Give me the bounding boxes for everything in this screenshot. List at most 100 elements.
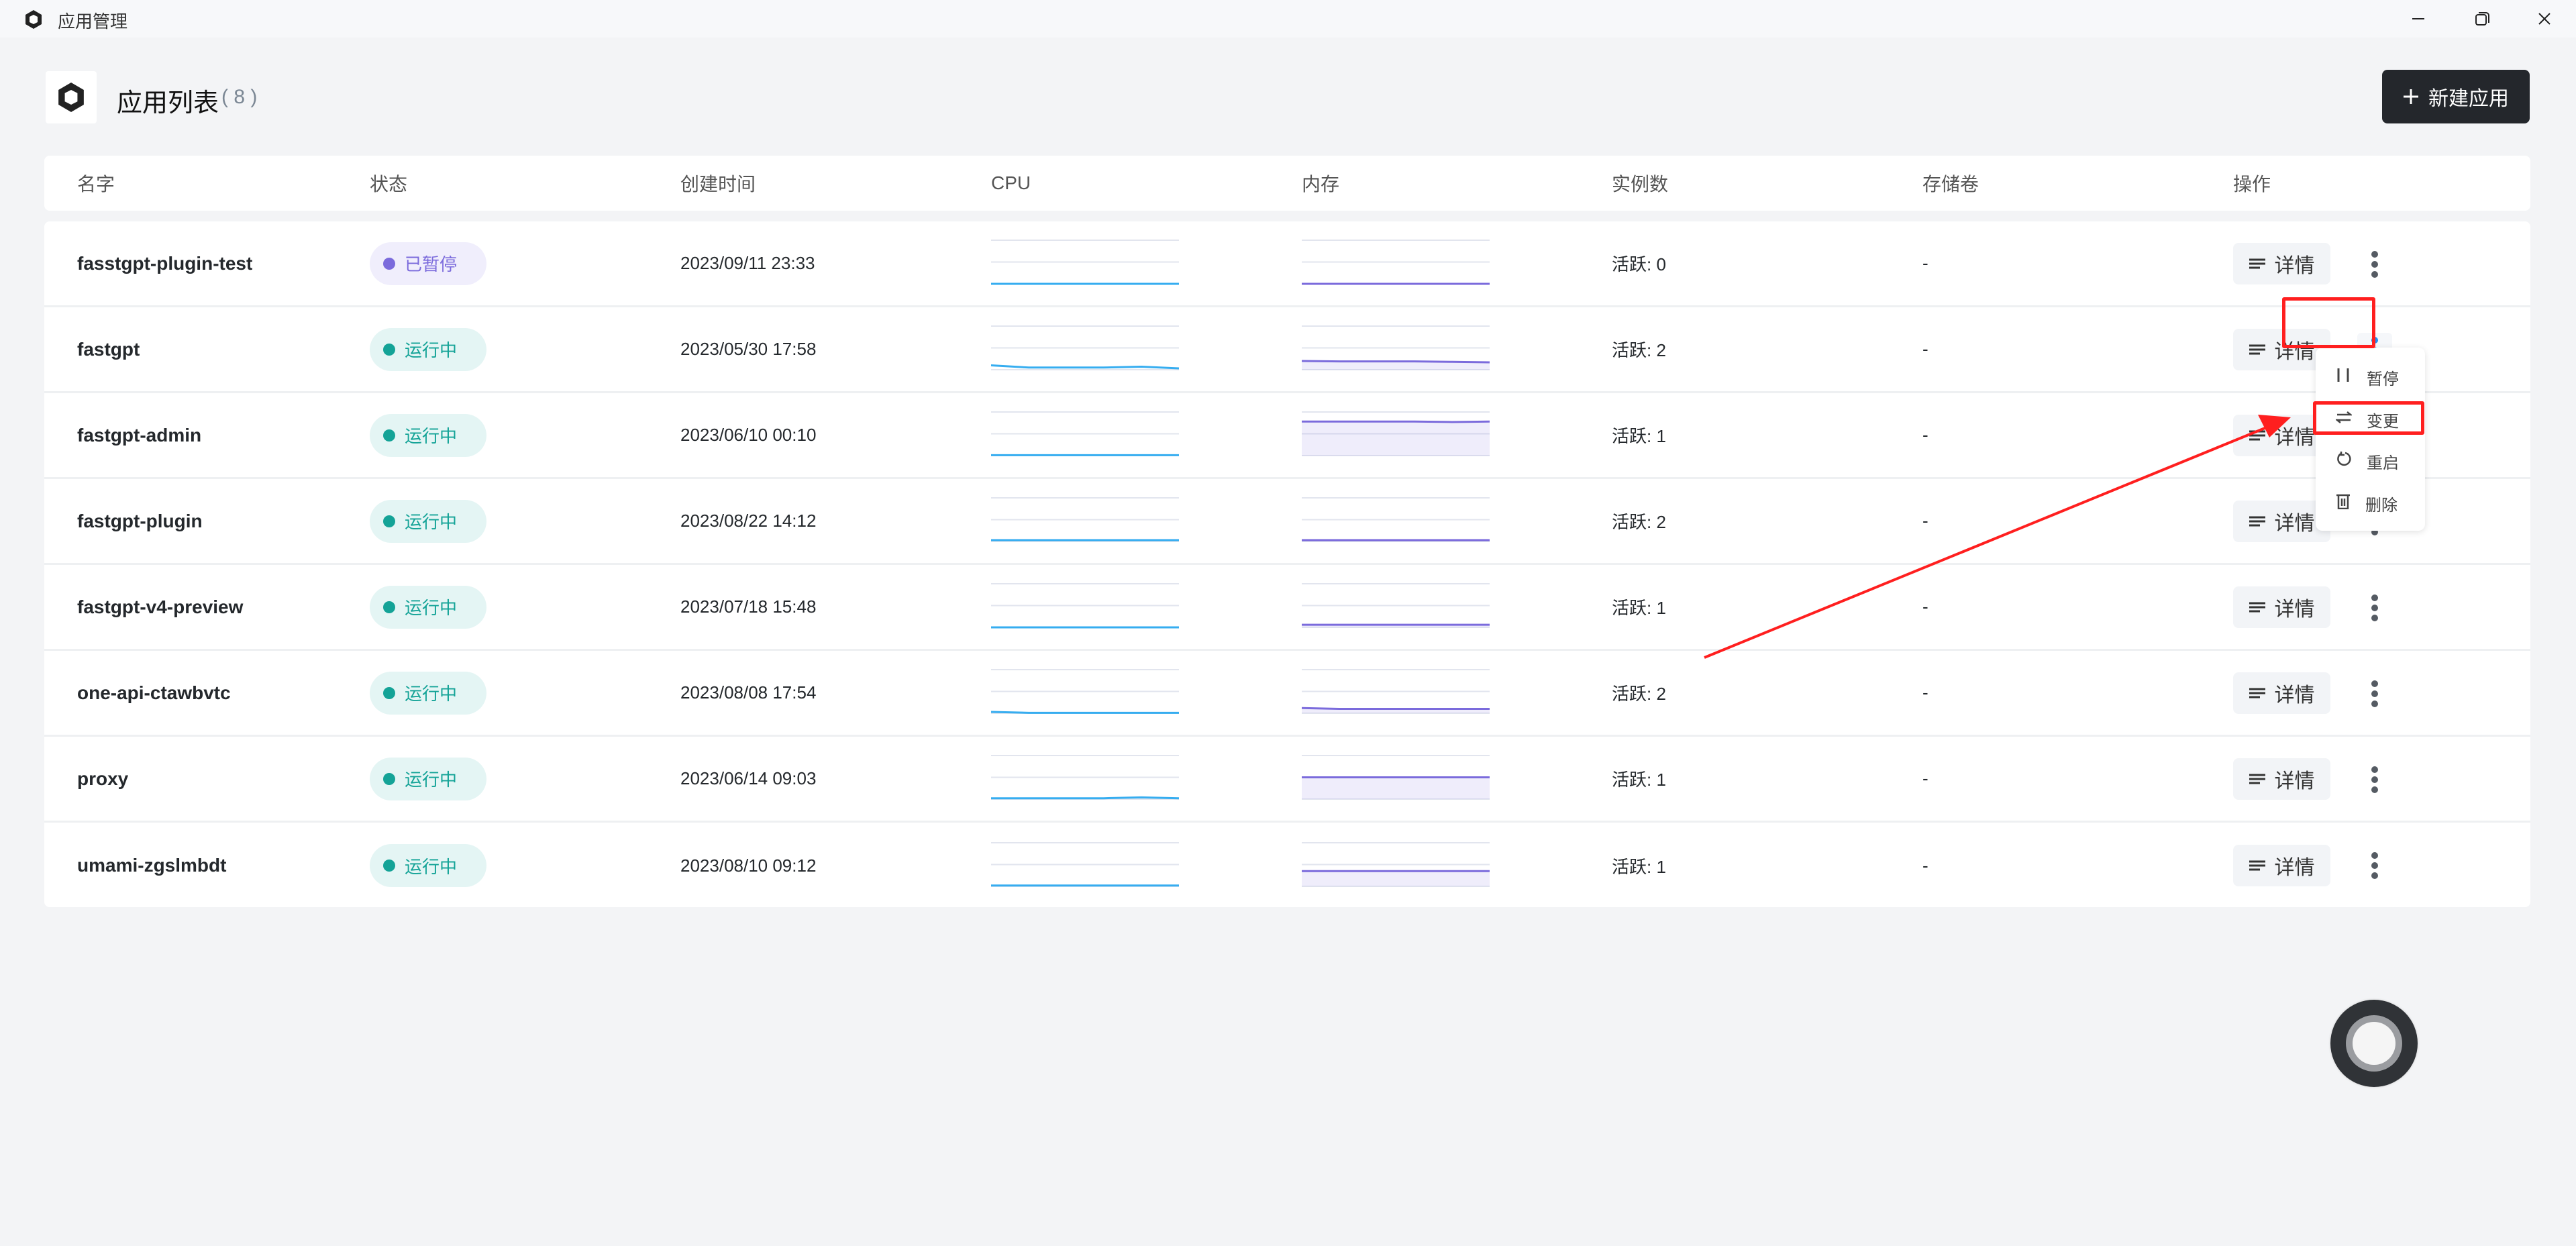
- chart-area: [1302, 421, 1490, 456]
- column-header: 实例数: [1612, 174, 1669, 195]
- details-label: 详情: [2274, 770, 2315, 792]
- details-label: 详情: [2274, 340, 2315, 363]
- column-header: 内存: [1302, 174, 1340, 195]
- status-badge: 运行中: [370, 327, 486, 371]
- more-actions-button[interactable]: [2357, 247, 2392, 282]
- list-icon: [2249, 774, 2265, 784]
- table-header: 名字 状态 创建时间 CPU 内存 实例数 存储卷 操作: [44, 156, 2530, 211]
- more-actions-button[interactable]: [2357, 676, 2392, 711]
- hexagon-logo-icon: [25, 10, 42, 29]
- instance-count: 活跃: 2: [1612, 340, 1666, 360]
- more-actions-button[interactable]: [2357, 848, 2392, 883]
- details-button[interactable]: 详情: [2233, 500, 2330, 542]
- status-badge: 运行中: [370, 413, 486, 457]
- app-name[interactable]: fastgpt-plugin: [77, 510, 203, 531]
- status-dot-icon: [383, 429, 395, 442]
- menu-item-label: 暂停: [2367, 370, 2399, 388]
- list-icon: [2249, 516, 2265, 526]
- table-row: proxy 运行中 2023/06/14 09:03 活跃: 1 - 详情: [44, 737, 2530, 823]
- table-row: fasstgpt-plugin-test 已暂停 2023/09/11 23:3…: [44, 221, 2530, 307]
- storage-volume: -: [1922, 596, 1928, 617]
- status-badge: 运行中: [370, 671, 486, 715]
- more-actions-button[interactable]: [2357, 590, 2392, 625]
- chart-line: [1302, 420, 1490, 423]
- hexagon-logo-icon: [58, 83, 84, 112]
- status-dot-icon: [383, 772, 395, 785]
- storage-volume: -: [1922, 425, 1928, 445]
- details-button[interactable]: 详情: [2233, 242, 2330, 284]
- memory-sparkline: [1302, 583, 1490, 628]
- details-button[interactable]: 详情: [2233, 845, 2330, 886]
- details-button[interactable]: 详情: [2233, 758, 2330, 800]
- memory-sparkline: [1302, 497, 1490, 542]
- storage-volume: -: [1922, 855, 1928, 876]
- instance-count: 活跃: 1: [1612, 426, 1666, 446]
- menu-item[interactable]: 变更: [2316, 403, 2425, 436]
- column-header: 状态: [370, 174, 408, 195]
- details-button[interactable]: 详情: [2233, 586, 2330, 628]
- chart-area: [1302, 777, 1490, 799]
- status-label: 已暂停: [405, 254, 458, 274]
- cpu-sparkline: [991, 411, 1179, 456]
- instance-count: 活跃: 2: [1612, 512, 1666, 532]
- created-time: 2023/08/22 14:12: [680, 511, 817, 531]
- app-name[interactable]: fastgpt: [77, 338, 140, 360]
- storage-volume: -: [1922, 511, 1928, 531]
- instance-count: 活跃: 2: [1612, 684, 1666, 704]
- instance-count: 活跃: 1: [1612, 770, 1666, 790]
- minimize-icon: [2412, 18, 2424, 19]
- cpu-sparkline: [991, 583, 1179, 629]
- row-actions-menu: 暂停变更重启删除: [2316, 348, 2425, 531]
- status-dot-icon: [383, 686, 395, 699]
- memory-sparkline: [1302, 411, 1490, 456]
- swap-icon: [2334, 410, 2353, 429]
- app-name[interactable]: fasstgpt-plugin-test: [77, 252, 253, 274]
- column-header: 存储卷: [1922, 174, 1979, 195]
- status-dot-icon: [383, 343, 395, 356]
- storage-volume: -: [1922, 682, 1928, 703]
- status-dot-icon: [383, 515, 395, 527]
- column-header: 操作: [2233, 174, 2271, 195]
- created-time: 2023/05/30 17:58: [680, 339, 817, 359]
- new-app-button[interactable]: 新建应用: [2382, 70, 2530, 123]
- close-button[interactable]: [2524, 5, 2565, 32]
- more-actions-button[interactable]: [2357, 762, 2392, 797]
- menu-item-label: 变更: [2367, 412, 2399, 431]
- list-icon: [2249, 688, 2265, 698]
- status-label: 运行中: [405, 426, 458, 446]
- storage-volume: -: [1922, 339, 1928, 359]
- status-dot-icon: [383, 860, 395, 872]
- app-name[interactable]: umami-zgslmbdt: [77, 855, 227, 876]
- chart-line: [1301, 707, 1490, 710]
- status-label: 运行中: [405, 598, 458, 618]
- created-time: 2023/08/10 09:12: [680, 855, 817, 876]
- status-badge: 运行中: [370, 757, 486, 800]
- app-name[interactable]: one-api-ctawbvtc: [77, 682, 231, 703]
- app-name[interactable]: proxy: [77, 768, 129, 789]
- details-label: 详情: [2274, 598, 2315, 621]
- restore-button[interactable]: [2463, 5, 2503, 32]
- status-label: 运行中: [405, 684, 458, 704]
- restart-icon: [2336, 451, 2352, 472]
- chart-area: [1302, 361, 1490, 370]
- details-label: 详情: [2274, 512, 2315, 535]
- menu-item[interactable]: 重启: [2316, 444, 2425, 478]
- app-name[interactable]: fastgpt-v4-preview: [77, 596, 244, 617]
- floating-assistant-button[interactable]: [2330, 1000, 2418, 1087]
- status-badge: 运行中: [370, 499, 486, 543]
- menu-item[interactable]: 删除: [2316, 486, 2425, 520]
- details-button[interactable]: 详情: [2233, 328, 2330, 370]
- trash-icon: [2336, 493, 2351, 514]
- restore-icon: [2475, 12, 2489, 25]
- app-name[interactable]: fastgpt-admin: [77, 424, 202, 446]
- created-time: 2023/07/18 15:48: [680, 596, 817, 617]
- details-label: 详情: [2274, 857, 2315, 879]
- status-dot-icon: [383, 601, 395, 613]
- menu-item[interactable]: 暂停: [2316, 360, 2425, 394]
- status-badge: 已暂停: [370, 242, 486, 285]
- table-row: one-api-ctawbvtc 运行中 2023/08/08 17:54 活跃…: [44, 651, 2530, 737]
- instance-count: 活跃: 0: [1612, 254, 1666, 274]
- minimize-button[interactable]: [2398, 5, 2438, 32]
- details-button[interactable]: 详情: [2233, 672, 2330, 714]
